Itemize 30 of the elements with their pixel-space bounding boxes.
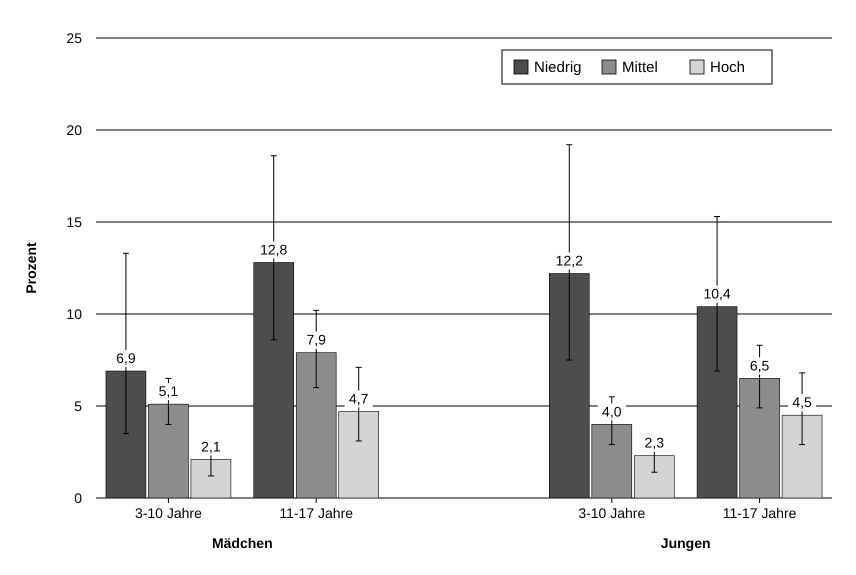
- data-label: 4,7: [348, 390, 369, 407]
- data-label: 4,5: [792, 394, 812, 410]
- legend-label: Hoch: [710, 59, 746, 76]
- y-tick-label: 5: [74, 398, 82, 414]
- data-label: 7,9: [306, 332, 326, 348]
- y-tick-label: 20: [66, 122, 82, 138]
- data-label: 12,2: [556, 252, 584, 269]
- data-label: 12,8: [260, 241, 288, 258]
- data-label: 6,5: [750, 357, 770, 374]
- x-tick-label: 3-10 Jahre: [134, 505, 202, 521]
- legend-label: Niedrig: [534, 59, 582, 76]
- y-tick-label: 0: [74, 490, 82, 506]
- data-label: 5,1: [158, 383, 178, 400]
- data-label: 10,4: [703, 286, 731, 302]
- data-label: 4,0: [602, 403, 622, 420]
- data-label: 2,3: [644, 434, 664, 451]
- y-tick-label: 10: [66, 306, 82, 322]
- x-tick-label: 3-10 Jahre: [578, 505, 646, 521]
- bar: [634, 455, 675, 498]
- legend-label: Mittel: [622, 59, 658, 76]
- x-tick-label: 11-17 Jahre: [279, 505, 354, 521]
- y-axis-title: Prozent: [23, 242, 39, 294]
- y-tick-label: 25: [66, 30, 82, 46]
- data-label: 6,9: [116, 350, 136, 366]
- data-label: 2,1: [201, 438, 221, 454]
- y-tick-label: 15: [66, 214, 82, 230]
- bar: [190, 459, 232, 498]
- text: Jungen: [660, 535, 711, 551]
- text: Mädchen: [212, 535, 273, 551]
- x-tick-label: 11-17 Jahre: [722, 505, 797, 521]
